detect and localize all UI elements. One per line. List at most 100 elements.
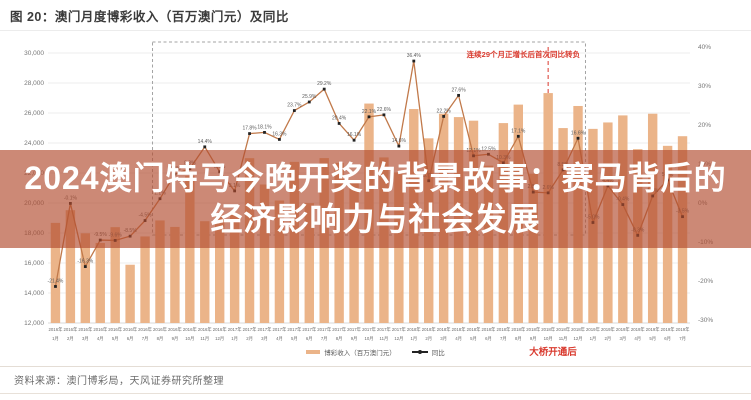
yoy-point xyxy=(397,144,401,148)
x-tick-year: 2019年 xyxy=(631,326,646,333)
x-tick-month: 3月 xyxy=(619,336,626,342)
y-axis-right-label: -30% xyxy=(698,317,713,324)
x-tick-year: 2017年 xyxy=(287,326,302,333)
chart-legend: 博彩收入（百万澳门元） 同比 xyxy=(0,347,751,357)
yoy-point-label: 25.9% xyxy=(302,94,317,100)
x-tick-year: 2017年 xyxy=(377,326,392,333)
x-tick-month: 12月 xyxy=(394,336,403,342)
bar xyxy=(65,210,76,323)
x-tick-month: 5月 xyxy=(649,336,656,342)
x-tick-year: 2017年 xyxy=(362,326,377,333)
x-tick-year: 2016年 xyxy=(108,326,123,333)
yoy-point xyxy=(322,87,326,91)
yoy-point-label: 18.1% xyxy=(257,124,272,130)
yoy-point xyxy=(54,285,57,288)
x-tick-year: 2016年 xyxy=(93,326,108,333)
x-tick-month: 11月 xyxy=(559,336,568,342)
x-tick-year: 2016年 xyxy=(153,326,168,333)
yoy-point-label: 17.1% xyxy=(511,128,526,134)
legend-line-marker-icon xyxy=(417,349,422,354)
x-tick-year: 2018年 xyxy=(407,326,422,333)
source-divider xyxy=(0,366,751,367)
yoy-point-label: 20.4% xyxy=(332,115,347,121)
yoy-point xyxy=(83,265,87,268)
x-tick-month: 6月 xyxy=(485,336,492,342)
x-tick-year: 2019年 xyxy=(646,326,661,333)
yoy-point-label: 22.2% xyxy=(437,108,452,114)
bar xyxy=(50,222,61,323)
y-axis-left-label: 24,000 xyxy=(24,140,44,147)
yoy-point-label: 29.2% xyxy=(317,81,332,87)
yoy-point xyxy=(367,115,371,119)
headline-line-1: 2024澳门特马今晚开奖的背景故事：赛马背后的 xyxy=(24,160,727,197)
yoy-point-label: 16.6% xyxy=(571,130,586,136)
yoy-point-label: 17.8% xyxy=(242,126,257,132)
x-tick-year: 2018年 xyxy=(496,326,511,333)
x-tick-month: 4月 xyxy=(276,336,283,342)
x-tick-month: 2月 xyxy=(246,336,253,342)
x-tick-year: 2016年 xyxy=(63,326,78,333)
bar xyxy=(200,221,210,323)
x-tick-month: 2月 xyxy=(67,336,74,342)
yoy-point-label: 27.6% xyxy=(451,87,466,93)
x-tick-year: 2017年 xyxy=(258,326,273,333)
bar xyxy=(214,214,225,323)
legend-line-label: 同比 xyxy=(431,350,445,357)
x-tick-year: 2018年 xyxy=(452,326,467,333)
y-axis-left-label: 28,000 xyxy=(24,80,44,87)
yoy-point xyxy=(382,113,386,117)
x-tick-month: 11月 xyxy=(380,336,389,342)
yoy-point xyxy=(292,109,296,112)
yoy-point xyxy=(576,136,580,140)
x-tick-year: 2018年 xyxy=(467,326,482,333)
yoy-point-label: 23.7% xyxy=(287,103,302,109)
x-tick-year: 2018年 xyxy=(556,326,571,333)
x-tick-month: 6月 xyxy=(664,336,671,342)
bar xyxy=(259,184,270,323)
y-axis-left-label: 16,000 xyxy=(24,260,44,267)
x-tick-year: 2017年 xyxy=(302,326,317,333)
y-axis-right-label: -20% xyxy=(698,278,713,285)
yoy-point xyxy=(516,134,520,138)
yoy-point-label: 22.1% xyxy=(362,109,377,115)
x-tick-month: 1月 xyxy=(231,336,238,342)
yoy-point-label: 14.4% xyxy=(198,139,213,145)
bar xyxy=(304,203,314,323)
x-tick-month: 2月 xyxy=(605,336,612,342)
x-tick-month: 2月 xyxy=(425,336,432,342)
x-tick-month: 4月 xyxy=(634,336,641,342)
x-tick-year: 2016年 xyxy=(168,326,183,333)
x-tick-year: 2018年 xyxy=(437,326,452,333)
x-tick-year: 2017年 xyxy=(347,326,362,333)
x-tick-month: 10月 xyxy=(544,336,553,342)
y-axis-left-label: 26,000 xyxy=(24,110,44,117)
legend-bar-swatch xyxy=(306,350,321,354)
y-axis-left-label: 14,000 xyxy=(24,290,44,297)
legend-item-line: 同比 xyxy=(411,347,445,357)
x-tick-month: 1月 xyxy=(590,336,597,342)
y-axis-left-label: 30,000 xyxy=(24,50,44,57)
x-tick-month: 4月 xyxy=(455,336,462,342)
x-tick-year: 2018年 xyxy=(422,326,437,333)
bottom-divider xyxy=(0,393,751,394)
x-tick-month: 9月 xyxy=(351,336,358,342)
x-tick-year: 2019年 xyxy=(601,326,616,333)
source-text: 资料来源：澳门博彩局，天风证券研究所整理 xyxy=(14,376,224,387)
x-tick-year: 2018年 xyxy=(482,326,497,333)
yoy-point-label: 14.6% xyxy=(392,138,407,144)
y-axis-right-label: 40% xyxy=(698,44,711,51)
bar xyxy=(140,236,150,323)
yoy-point xyxy=(248,132,251,135)
x-tick-year: 2016年 xyxy=(138,326,153,333)
x-tick-year: 2016年 xyxy=(123,326,138,333)
yoy-point-label: -21.4% xyxy=(48,278,64,284)
bar xyxy=(185,175,195,323)
yoy-point-label: 12.5% xyxy=(481,146,496,152)
bar xyxy=(110,227,120,323)
x-tick-year: 2019年 xyxy=(661,326,676,333)
x-tick-year: 2019年 xyxy=(616,326,631,333)
yoy-point xyxy=(442,115,446,118)
legend-line-swatch xyxy=(411,349,428,354)
x-tick-month: 7月 xyxy=(679,336,686,342)
x-tick-year: 2019年 xyxy=(676,326,691,333)
